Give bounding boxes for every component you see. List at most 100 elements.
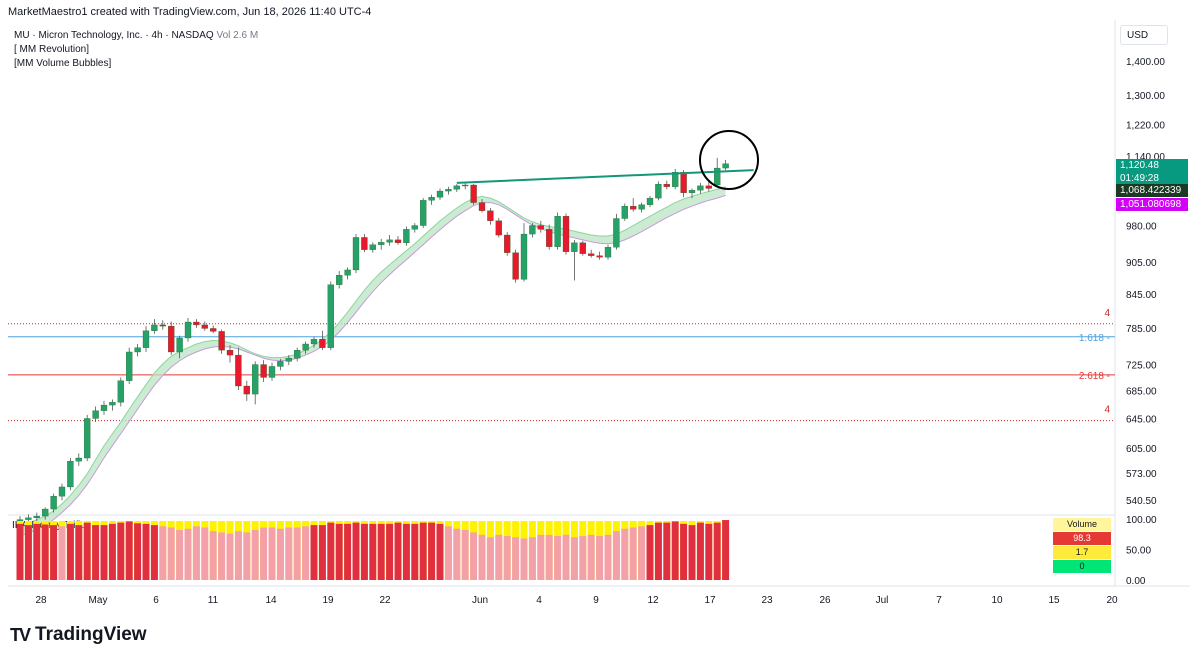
price-tick-label: 1,400.00 — [1126, 57, 1165, 68]
candle-body — [714, 167, 721, 186]
oscillator-bar — [268, 527, 276, 580]
time-tick-label: 28 — [35, 595, 47, 606]
indicator-mm-volume-bubbles[interactable]: [MM Volume Bubbles] — [14, 58, 112, 69]
oscillator-bar — [260, 527, 268, 580]
candle-body — [722, 163, 729, 169]
candle-body — [403, 229, 410, 243]
candle-body — [436, 190, 444, 198]
candle-body — [277, 361, 284, 367]
candle-body — [529, 225, 536, 235]
candle-body — [344, 269, 351, 276]
oscillator-bar — [621, 528, 629, 580]
ma-fast-line — [19, 186, 726, 528]
oscillator-bar — [428, 522, 436, 580]
oscillator-bar — [671, 521, 679, 580]
oscillator-bar — [478, 534, 486, 580]
oscillator-bar — [16, 523, 24, 580]
candle-body — [226, 349, 234, 356]
volume-table-row: 98.3 — [1053, 532, 1111, 545]
fib-level-label: 2.618 - — [1079, 371, 1110, 382]
candle-body — [42, 508, 49, 517]
candle-body — [579, 242, 586, 254]
time-tick-label: 14 — [265, 595, 277, 606]
volume-table-row: 0 — [1053, 560, 1111, 573]
candle-body — [462, 184, 469, 187]
oscillator-bar — [688, 525, 696, 580]
tradingview-logo[interactable]: TV TradingView — [10, 624, 147, 646]
time-tick-label: Jun — [472, 595, 488, 606]
ma-slow-line — [19, 194, 726, 537]
candle-body — [697, 185, 704, 191]
indicator-mm-revolution[interactable]: [ MM Revolution] — [14, 44, 90, 55]
candle-body — [369, 244, 376, 250]
oscillator-bar — [453, 528, 461, 580]
oscillator-bar — [226, 533, 234, 580]
volume-table-header: Volume — [1053, 518, 1111, 531]
candle-body — [50, 496, 57, 510]
candle-body — [176, 337, 183, 353]
candle-body — [260, 364, 267, 378]
candle-body — [495, 220, 502, 236]
ma-ribbon — [20, 186, 726, 536]
time-tick-label: 19 — [322, 595, 334, 606]
time-tick-label: 7 — [936, 595, 942, 606]
candle-body — [142, 330, 150, 348]
oscillator-bar — [419, 522, 427, 580]
candle-body — [621, 206, 628, 219]
oscillator-bar — [302, 526, 310, 580]
oscillator-bar — [66, 523, 74, 580]
fib-level-label: 1.618 - — [1079, 333, 1110, 344]
candle-body — [168, 325, 175, 353]
candle-body — [310, 339, 318, 345]
oscillator-bar — [134, 523, 142, 580]
candle-body — [646, 197, 654, 205]
candle-body — [352, 237, 360, 271]
currency-selector[interactable]: USD — [1120, 25, 1168, 45]
candle-body — [445, 189, 452, 192]
candle-body — [588, 253, 595, 256]
oscillator-bar — [83, 522, 91, 580]
oscillator-tick-label: 0.00 — [1126, 576, 1146, 587]
oscillator-bar — [108, 523, 116, 580]
time-tick-label: 9 — [593, 595, 599, 606]
highlight-circle — [699, 130, 759, 190]
oscillator-bar — [92, 525, 100, 580]
symbol-legend[interactable]: MU · Micron Technology, Inc. · 4h · NASD… — [14, 30, 258, 41]
candle-body — [411, 225, 418, 230]
oscillator-bar — [654, 522, 662, 580]
fib-level-label: 4 — [1104, 405, 1110, 416]
oscillator-bar — [33, 523, 41, 580]
oscillator-bar — [100, 525, 108, 580]
time-tick-label: 10 — [991, 595, 1003, 606]
countdown-label: 01:49:28 — [1116, 172, 1188, 185]
oscillator-bar — [537, 534, 545, 580]
tradingview-logo-icon: TV — [10, 624, 31, 645]
oscillator-bar — [638, 526, 646, 580]
candle-body — [571, 242, 578, 252]
candle-body — [378, 242, 385, 245]
candle-body — [705, 185, 712, 189]
candle-body — [554, 216, 561, 247]
oscillator-bar — [176, 529, 184, 580]
oscillator-bar — [663, 522, 671, 580]
price-tick-label: 573.00 — [1126, 469, 1157, 480]
volume-table: Volume 98.3 1.7 0 — [1053, 518, 1111, 574]
time-tick-label: 22 — [379, 595, 391, 606]
oscillator-bar — [528, 537, 536, 580]
candle-body — [193, 321, 200, 326]
price-tick-label: 1,300.00 — [1126, 91, 1165, 102]
oscillator-bar — [629, 527, 637, 580]
line-a-label: 1,068.422339 — [1116, 184, 1188, 197]
candle-body — [613, 218, 620, 248]
time-tick-label: 4 — [536, 595, 542, 606]
candle-body — [268, 366, 276, 378]
candle-body — [218, 331, 225, 351]
oscillator-bar — [234, 531, 242, 580]
price-tick-label: 1,140.00 — [1126, 152, 1165, 163]
candle-body — [252, 364, 259, 395]
candle-body — [655, 183, 662, 199]
resistance-trendline — [456, 169, 754, 184]
price-tick-label: 980.00 — [1126, 222, 1157, 233]
oscillator-bar — [167, 527, 175, 580]
